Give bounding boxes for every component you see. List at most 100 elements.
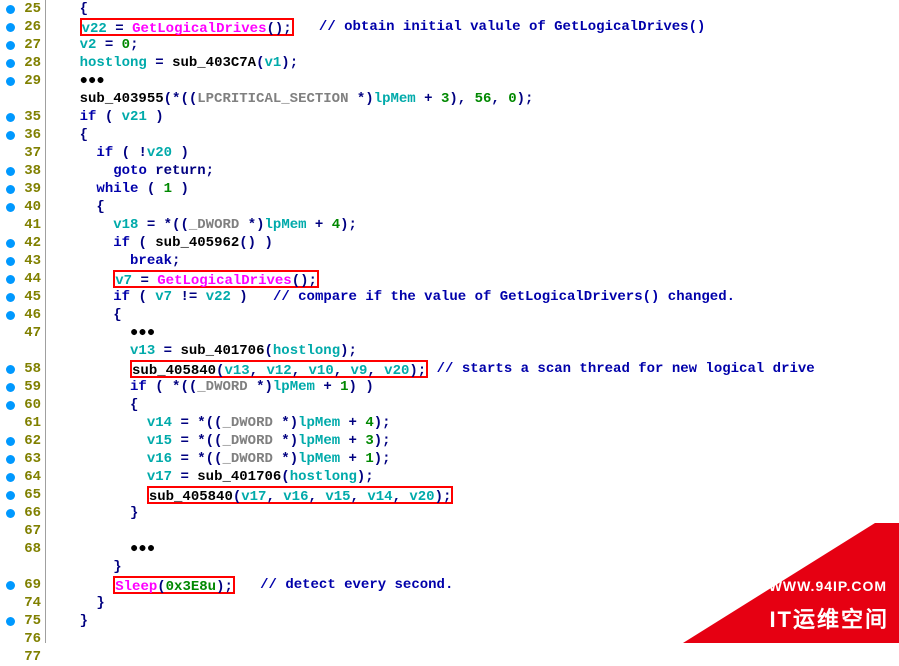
breakpoint-dot [6,131,15,140]
code-line: v17 = sub_401706(hostlong); [46,468,899,486]
code-token: 4 [365,414,373,432]
line-number: 63 [23,450,41,468]
code-token: 1 [365,450,373,468]
code-token [294,18,319,36]
code-token: ) [172,180,189,198]
code-token: v22 [82,21,107,37]
line-number: 66 [23,504,41,522]
breakpoint-dot [6,545,15,554]
gutter-row: 36 [0,126,45,144]
breakpoint-dot [6,275,15,284]
code-line: sub_403955(*((LPCRITICAL_SECTION *)lpMem… [46,90,899,108]
code-line: ●●● [46,540,899,558]
code-token: { [113,306,121,324]
code-token: ( ! [113,144,147,162]
code-token: 0 [122,36,130,54]
code-token [248,288,273,306]
gutter-row: 58 [0,360,45,378]
line-number: 43 [23,252,41,270]
line-number: 26 [23,18,41,36]
code-token [63,342,130,360]
gutter-row [0,342,45,360]
code-line: v13 = sub_401706(hostlong); [46,342,899,360]
code-token [63,144,97,162]
line-number: 75 [23,612,41,630]
code-token: ); [409,363,426,379]
code-token [63,576,113,594]
code-token: , [292,363,309,379]
gutter-row: 46 [0,306,45,324]
code-token: { [80,126,88,144]
gutter-row [0,90,45,108]
code-line: v22 = GetLogicalDrives(); // obtain init… [46,18,899,36]
line-number: 27 [23,36,41,54]
breakpoint-dot [6,383,15,392]
gutter-row: 76 [0,630,45,648]
code-token: v2 [80,36,97,54]
code-token [428,360,436,378]
breakpoint-dot [6,437,15,446]
code-token: lpMem [298,414,340,432]
line-number: 45 [23,288,41,306]
code-token: ), [449,90,474,108]
code-token: v13 [224,363,249,379]
code-token [63,252,130,270]
gutter-row: 60 [0,396,45,414]
gutter-row: 59 [0,378,45,396]
code-token [63,540,130,558]
breakpoint-dot [6,509,15,518]
code-token: ( *(( [147,378,197,396]
line-number: 61 [23,414,41,432]
code-line: { [46,198,899,216]
line-number: 58 [23,360,41,378]
code-token: ); [374,432,391,450]
code-line: goto return; [46,162,899,180]
breakpoint-dot [6,149,15,158]
breakpoint-dot [6,365,15,374]
code-line: if ( v7 != v22 ) // compare if the value… [46,288,899,306]
line-number: 67 [23,522,41,540]
code-token [63,198,97,216]
breakpoint-dot [6,653,15,662]
gutter-row: 43 [0,252,45,270]
code-line [46,522,899,540]
code-token: } [113,558,121,576]
line-number: 60 [23,396,41,414]
code-token: hostlong [273,342,340,360]
breakpoint-dot [6,311,15,320]
highlight-box: v22 = GetLogicalDrives(); [80,18,294,36]
code-token: ); [281,54,298,72]
code-token: // compare if the value of GetLogicalDri… [273,288,735,306]
code-token: v1 [264,54,281,72]
code-token: goto [113,162,147,180]
code-token: ; [172,252,180,270]
breakpoint-dot [6,5,15,14]
code-token: v17 [147,468,172,486]
gutter-row: 74 [0,594,45,612]
code-line: Sleep(0x3E8u); // detect every second. [46,576,899,594]
code-token [63,108,80,126]
code-token: LPCRITICAL_SECTION [197,90,348,108]
breakpoint-dot [6,635,15,644]
code-token [63,162,113,180]
code-token: Sleep [115,579,157,595]
breakpoint-dot [6,347,15,356]
code-token: v20 [409,489,434,505]
code-token: } [80,612,88,630]
code-token: while [96,180,138,198]
code-token: GetLogicalDrives [157,273,291,289]
breakpoint-dot [6,113,15,122]
code-line: } [46,612,899,630]
code-line: v2 = 0; [46,36,899,54]
code-token: _DWORD [222,450,272,468]
code-line: v7 = GetLogicalDrives(); [46,270,899,288]
code-token: } [130,504,138,522]
code-token: sub_403C7A [172,54,256,72]
code-token: v20 [147,144,172,162]
line-number: 40 [23,198,41,216]
gutter-row: 28 [0,54,45,72]
breakpoint-dot [6,167,15,176]
line-number: 28 [23,54,41,72]
code-line: sub_405840(v13, v12, v10, v9, v20); // s… [46,360,899,378]
gutter-row: 62 [0,432,45,450]
